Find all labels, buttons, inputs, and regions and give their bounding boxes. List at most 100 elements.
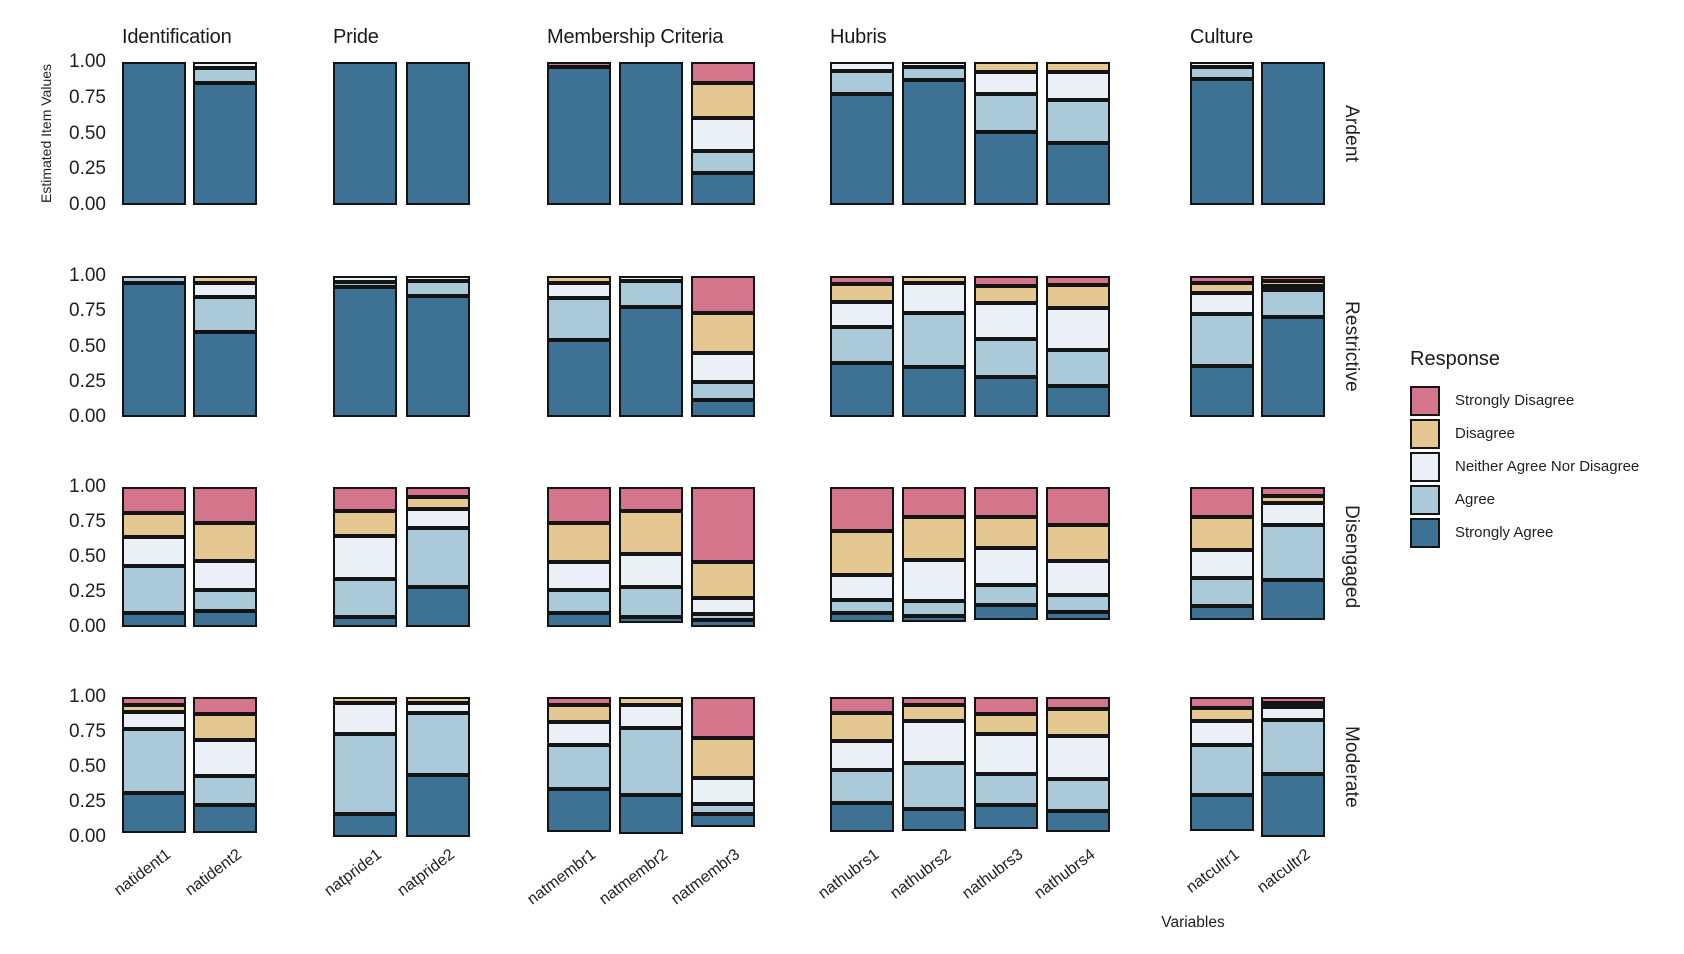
y-tick-label: 0.50 <box>69 546 106 567</box>
bar-segment <box>193 805 257 834</box>
bar-segment <box>830 697 894 713</box>
bar-nathubrs1 <box>830 697 894 837</box>
legend-item: Strongly Agree <box>1410 516 1639 549</box>
bar-segment <box>974 276 1038 287</box>
facet-column-title: Culture <box>1190 26 1254 48</box>
x-tick-label: nathubrs2 <box>887 846 955 903</box>
bar-segment <box>333 487 397 512</box>
bar-segment <box>547 721 611 745</box>
facet-panel-ardent-pride <box>333 62 470 205</box>
x-tick-label: natpride1 <box>321 846 386 900</box>
bar-segment <box>974 338 1038 377</box>
bar-segment <box>691 814 755 827</box>
x-tick-label: natident2 <box>182 846 246 900</box>
bar-segment <box>830 276 894 285</box>
bar-segment <box>1046 736 1110 779</box>
bar-segment <box>1190 517 1254 551</box>
y-tick-label: 1.00 <box>69 686 106 707</box>
bar-natpride1 <box>333 276 397 418</box>
bar-segment <box>1261 62 1325 205</box>
bar-segment <box>691 614 755 620</box>
bar-segment <box>547 67 611 205</box>
bar-segment <box>333 287 397 418</box>
bar-segment <box>122 276 186 284</box>
facet-panel-ardent-hubris <box>830 62 1110 206</box>
x-tick-label: natmembr2 <box>596 846 672 909</box>
bar-natident1 <box>122 276 186 417</box>
bar-segment <box>691 312 755 353</box>
bar-segment <box>1261 285 1325 291</box>
y-tick-label: 0.75 <box>69 511 106 532</box>
bar-segment <box>1190 79 1254 205</box>
y-tick-label: 0.50 <box>69 122 106 144</box>
bar-natcultr1 <box>1190 697 1254 837</box>
bar-segment <box>193 283 257 298</box>
bar-segment <box>406 276 470 282</box>
bar-natident1 <box>122 487 186 627</box>
bar-segment <box>902 283 966 314</box>
bar-segment <box>1190 487 1254 518</box>
bar-segment <box>691 352 755 383</box>
bar-nathubrs4 <box>1046 62 1110 205</box>
bar-segment <box>1190 314 1254 367</box>
bar-segment <box>193 776 257 806</box>
facet-row-label: Disengaged <box>1341 505 1362 609</box>
legend-label: Strongly Agree <box>1455 524 1554 541</box>
bar-segment <box>1190 697 1254 709</box>
bar-nathubrs4 <box>1046 276 1110 418</box>
legend-swatch-strongly-agree <box>1410 517 1440 548</box>
bar-segment <box>193 297 257 332</box>
bar-segment <box>830 530 894 576</box>
bar-segment <box>1190 720 1254 746</box>
bar-segment <box>547 523 611 563</box>
bar-segment <box>691 62 755 84</box>
bar-segment <box>1046 709 1110 737</box>
facet-column-title: Pride <box>333 26 379 48</box>
bar-segment <box>974 605 1038 620</box>
bar-segment <box>691 399 755 417</box>
bar-segment <box>406 62 470 205</box>
bar-natmembr3 <box>691 276 755 417</box>
y-tick-label: 0.25 <box>69 370 106 392</box>
bar-segment <box>691 382 755 400</box>
legend-swatch-neither-agree-nor-disagree <box>1410 451 1440 482</box>
bar-natmembr2 <box>619 697 683 837</box>
bar-segment <box>974 487 1038 518</box>
bar-segment <box>902 559 966 601</box>
facet-panel-restrictive-identification <box>122 276 257 417</box>
bar-segment <box>619 553 683 587</box>
bar-segment <box>1046 142 1110 205</box>
facet-column-title: Identification <box>122 26 232 48</box>
bar-nathubrs3 <box>974 62 1038 206</box>
bar-segment <box>547 62 611 68</box>
bar-natident2 <box>193 697 257 837</box>
legend-label: Disagree <box>1455 425 1516 442</box>
bar-segment <box>122 566 186 614</box>
facet-panel-restrictive-pride <box>333 276 470 418</box>
bar-segment <box>193 487 257 524</box>
bar-segment <box>1046 778 1110 812</box>
bar-segment <box>830 487 894 531</box>
x-tick-label: natident1 <box>111 846 175 900</box>
bar-natmembr1 <box>547 697 611 837</box>
bar-segment <box>193 62 257 68</box>
bar-segment <box>1046 72 1110 101</box>
bar-segment <box>619 705 683 728</box>
bar-segment <box>406 509 470 528</box>
bar-segment <box>1261 697 1325 703</box>
facet-row-label: Moderate <box>1341 726 1362 808</box>
bar-segment <box>547 704 611 722</box>
bar-nathubrs2 <box>902 697 966 837</box>
bar-segment <box>547 487 611 524</box>
bar-segment <box>547 339 611 417</box>
bar-segment <box>1046 811 1110 833</box>
bar-natident2 <box>193 62 257 205</box>
bar-segment <box>691 778 755 804</box>
bar-nathubrs3 <box>974 487 1038 627</box>
y-tick-label: 0.25 <box>69 158 106 180</box>
bar-segment <box>122 697 186 705</box>
facet-column-title: Membership Criteria <box>547 26 724 48</box>
x-tick-label: nathubrs3 <box>959 846 1027 903</box>
bar-segment <box>902 762 966 809</box>
bar-segment <box>1190 67 1254 80</box>
